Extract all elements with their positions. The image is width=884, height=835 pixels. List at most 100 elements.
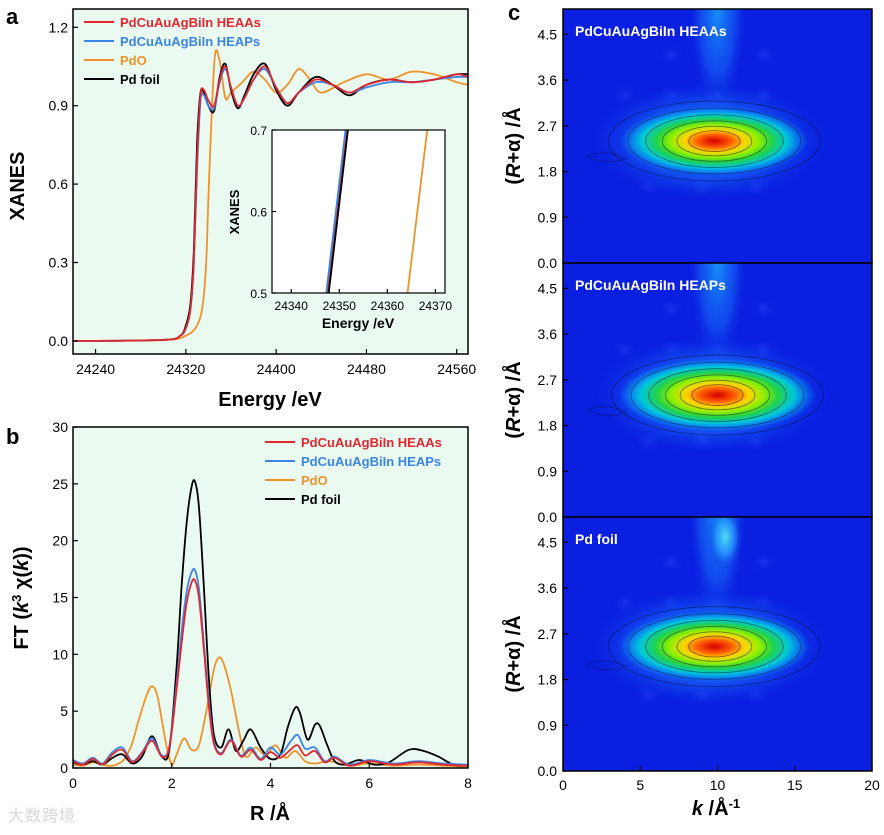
wavelet-y-tick-label: 0.0 xyxy=(538,509,558,525)
wavelet-minor-feature xyxy=(657,42,686,67)
wavelet-x-tick-label: 20 xyxy=(864,777,880,793)
inset-series-group xyxy=(325,130,429,293)
xanes-frame xyxy=(72,8,469,355)
ft-y-label: FT (k3 χ(k)) xyxy=(9,546,34,649)
ft-x-tick-label: 0 xyxy=(69,775,77,791)
inset-x-ticks: 24340 24350 24360 24370 xyxy=(275,289,453,313)
wavelet-contour xyxy=(648,368,787,422)
wavelet-y-tick-label: 3.6 xyxy=(538,580,558,596)
wavelet-y-tick-label: 0.0 xyxy=(538,763,558,779)
xanes-chart: 24240 24320 24400 24480 24560 0.0 0.3 0.6 0.9 1.… xyxy=(7,8,476,411)
wavelet-contour xyxy=(661,625,767,668)
wavelet-main-peak xyxy=(619,359,816,432)
ft-y-tick-label: 20 xyxy=(52,533,68,549)
wavelet-x-tick-label: 10 xyxy=(710,777,726,793)
wavelet-y-label: (R+α) /Å xyxy=(501,615,525,692)
wavelet-sample-label: PdCuAuAgBiIn HEAAs xyxy=(575,23,727,39)
xanes-x-tick-label: 24240 xyxy=(76,361,115,377)
wavelet-contour xyxy=(645,619,784,674)
wavelet-y-tick-label: 2.7 xyxy=(538,372,558,388)
xanes-legend: PdCuAuAgBiIn HEAAs PdCuAuAgBiIn HEAPs PdO P… xyxy=(84,15,261,87)
wavelet-contour xyxy=(585,660,628,671)
ft-line-heaas xyxy=(73,578,468,767)
inset-x-label: Energy /eV xyxy=(322,315,395,331)
ft-legend-label: PdCuAuAgBiIn HEAPs xyxy=(301,454,441,469)
inset-line-pdo xyxy=(406,130,429,293)
wavelet-contour xyxy=(630,361,805,429)
inset-x-tick-label: 24360 xyxy=(371,299,405,313)
inset-y-tick-label: 0.7 xyxy=(250,124,267,138)
ft-y-ticks: 0 5 10 15 20 25 30 xyxy=(52,419,78,776)
xanes-line-heaas xyxy=(73,65,468,342)
ft-plot-area xyxy=(73,427,468,768)
wavelet-minor-feature xyxy=(749,42,778,67)
inset-x-tick-label: 24370 xyxy=(419,299,453,313)
wavelet-contour xyxy=(627,107,802,175)
inset-y-label: XANES xyxy=(227,189,242,234)
ft-legend: PdCuAuAgBiIn HEAAs PdCuAuAgBiIn HEAPs PdO P… xyxy=(265,435,442,507)
wavelet-contour xyxy=(585,406,628,417)
xanes-x-label: Energy /eV xyxy=(218,389,322,411)
ft-y-tick-label: 0 xyxy=(60,760,68,776)
wavelet-y-tick-label: 0.9 xyxy=(538,717,558,733)
wavelet-x-tick-label: 0 xyxy=(559,777,567,793)
xanes-legend-label: PdO xyxy=(120,53,147,68)
wavelet-y-label: (R+α) /Å xyxy=(501,361,525,438)
xanes-y-label: XANES xyxy=(7,152,29,221)
xanes-y-tick-label: 0.3 xyxy=(49,255,69,271)
xanes-y-ticks: 0.0 0.3 0.6 0.9 1.2 xyxy=(49,19,78,349)
xanes-x-tick-label: 24320 xyxy=(166,361,205,377)
wavelet-main-peak xyxy=(621,106,808,176)
wavelet-contour xyxy=(661,120,767,162)
inset-line-heaps xyxy=(325,130,347,293)
ft-legend-label: PdO xyxy=(301,473,328,488)
wavelet-top-feature xyxy=(707,517,744,572)
wavelet-contour xyxy=(608,100,821,182)
ft-legend-label: Pd foil xyxy=(301,492,341,507)
xanes-x-tick-label: 24480 xyxy=(347,361,386,377)
ft-x-tick-label: 4 xyxy=(267,775,275,791)
inset-y-ticks: 0.5 0.6 0.7 xyxy=(250,124,276,301)
wavelet-contour xyxy=(676,125,753,157)
wavelet-y-tick-label: 3.6 xyxy=(538,72,558,88)
wavelet-y-tick-label: 0.9 xyxy=(538,463,558,479)
xanes-x-ticks: 24240 24320 24400 24480 24560 xyxy=(76,349,476,377)
xanes-y-tick-label: 0.6 xyxy=(49,176,69,192)
wavelet-contour xyxy=(679,379,756,411)
ft-x-tick-label: 2 xyxy=(168,775,176,791)
wavelet-y-tick-label: 2.7 xyxy=(538,626,558,642)
xanes-y-tick-label: 0.0 xyxy=(49,333,69,349)
xanes-x-tick-label: 24560 xyxy=(437,361,476,377)
ft-chart: 0 2 4 6 8 0 5 10 15 20 25 30 R /Å FT (k3 χ(k)) PdC… xyxy=(9,419,473,825)
wavelet-main-peak xyxy=(619,611,810,682)
ft-y-tick-label: 25 xyxy=(52,476,68,492)
ft-x-tick-label: 8 xyxy=(464,775,472,791)
wavelet-contour xyxy=(611,354,824,436)
wavelet-y-label: (R+α) /Å xyxy=(501,107,525,184)
wavelet-contour xyxy=(688,130,741,152)
wavelet-y-tick-label: 4.5 xyxy=(538,26,558,42)
xanes-y-tick-label: 1.2 xyxy=(49,19,69,35)
xanes-y-tick-label: 0.9 xyxy=(49,98,69,114)
wavelet-contour xyxy=(627,613,802,680)
inset-y-tick-label: 0.5 xyxy=(250,287,267,301)
wavelet-x-tick-label: 15 xyxy=(787,777,803,793)
wavelet-minor-feature xyxy=(657,296,686,321)
wavelet-y-tick-label: 0.9 xyxy=(538,209,558,225)
xanes-series-group xyxy=(73,49,468,342)
xanes-inset: 24340 24350 24360 24370 0.5 0.6 0.7 Energy /e… xyxy=(227,124,452,331)
watermark: 大数跨境 xyxy=(8,806,77,825)
inset-plot-area xyxy=(272,130,445,293)
wavelet-x-ticks: 0 5 10 15 20 xyxy=(559,766,880,793)
wavelet-contour xyxy=(608,606,821,687)
wavelet-minor-feature xyxy=(749,296,778,321)
wavelet-subplots: PdCuAuAgBiIn HEAAs 0.0 0.9 1.8 2.7 3.6 4.5 (R+α… xyxy=(501,8,873,779)
ft-y-tick-label: 10 xyxy=(52,646,68,662)
ft-y-tick-label: 5 xyxy=(60,703,68,719)
wavelet-x-tick-label: 5 xyxy=(636,777,644,793)
wavelet-minor-feature xyxy=(657,550,686,575)
wavelet-x-label: k /Å-1 xyxy=(692,796,740,821)
wavelet-contour xyxy=(676,631,753,662)
wavelet-y-tick-label: 1.8 xyxy=(538,164,558,180)
